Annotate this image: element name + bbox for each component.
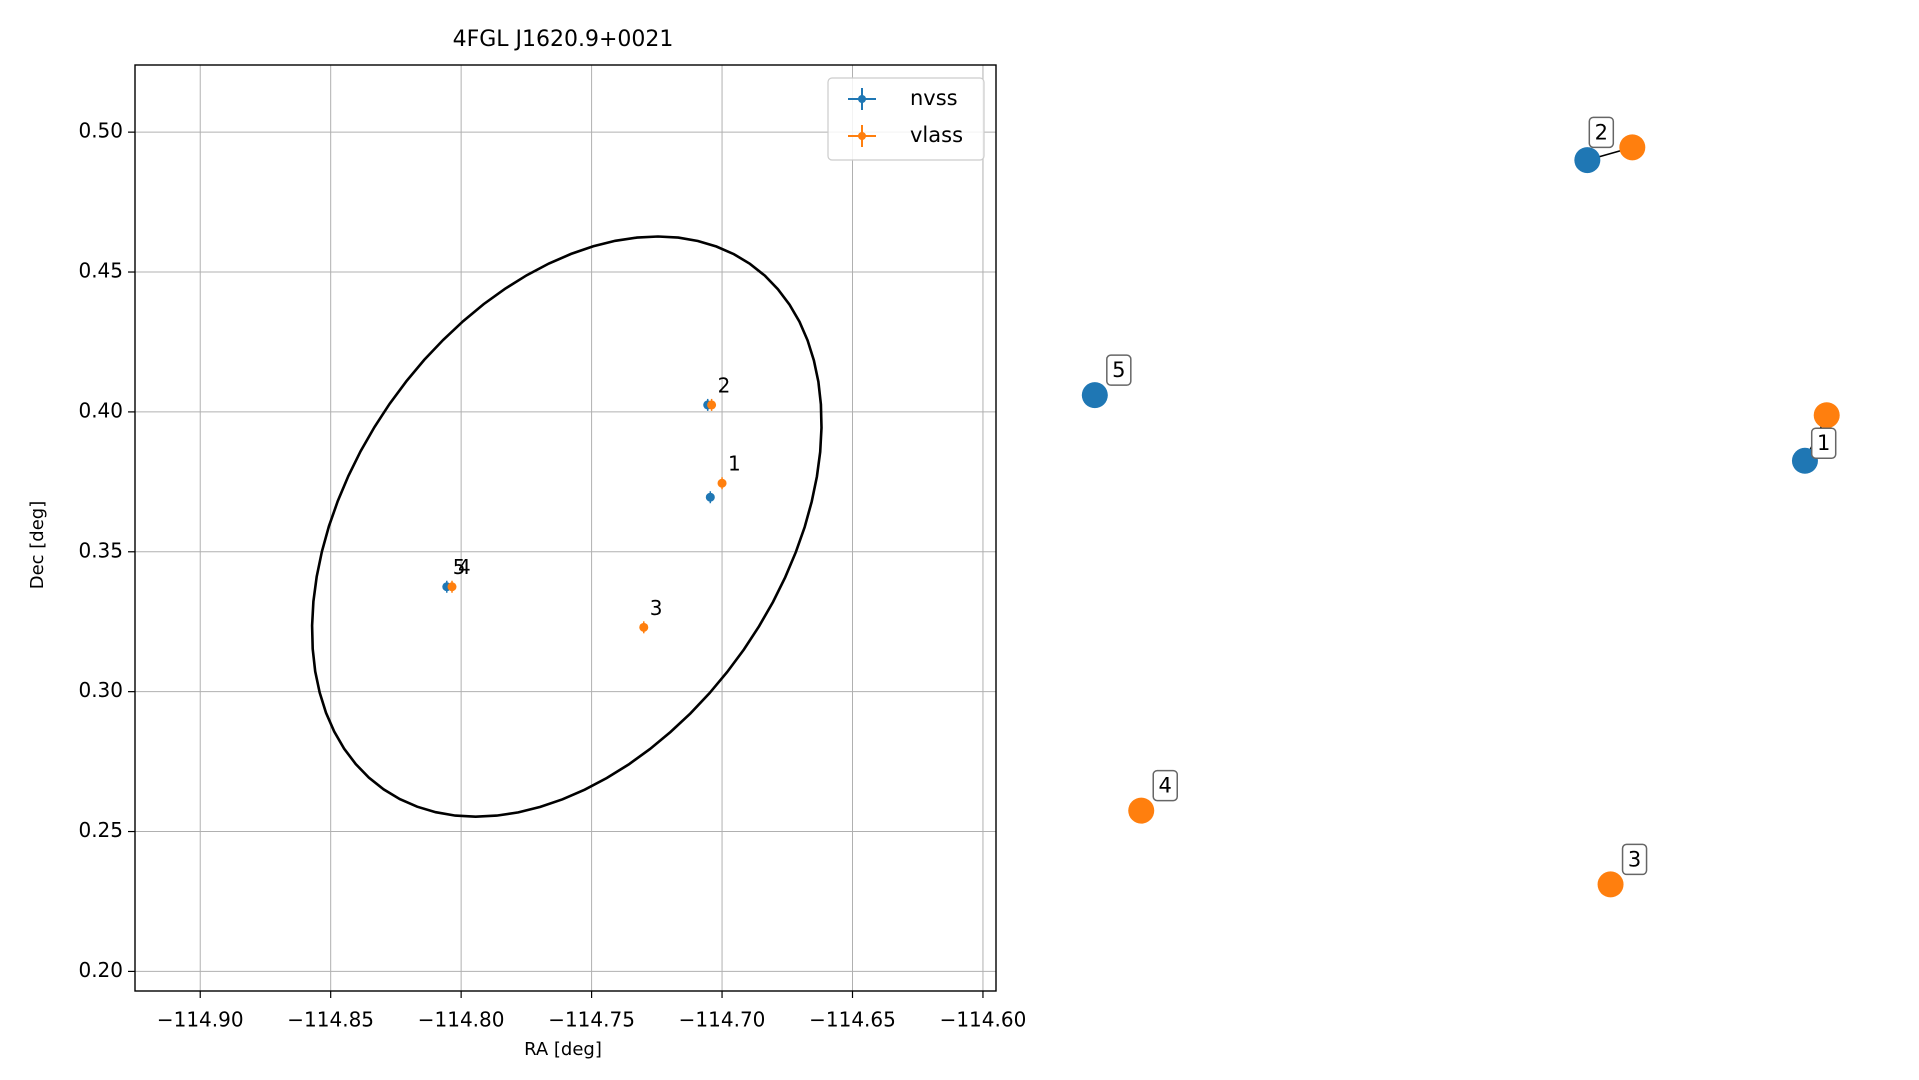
y-tick-label: 0.50: [78, 119, 123, 143]
point-label-box: [1621, 843, 1648, 876]
vlass-marker: [1813, 402, 1840, 429]
vlass-point: [639, 622, 649, 632]
ticks: −114.90 −114.85 −114.80 −114.75 −114.70 −114.…: [78, 119, 1026, 1032]
localization-ellipse: [310, 235, 823, 819]
point-label: 2: [1595, 120, 1608, 144]
vlass-marker: [1619, 134, 1646, 161]
x-tick-label: −114.70: [679, 1008, 766, 1032]
point-label: 2: [718, 373, 731, 397]
x-axis-label: RA [deg]: [524, 1039, 602, 1060]
right-plot: 1 2 3 4 5: [1081, 116, 1840, 898]
point-label: 1: [1817, 431, 1830, 455]
nvss-marker: [1574, 147, 1601, 174]
x-tick-label: −114.85: [287, 1008, 374, 1032]
x-tick-label: −114.60: [940, 1008, 1027, 1032]
right-point-labels: 1 2 3 4 5: [1106, 116, 1837, 876]
x-tick-label: −114.75: [548, 1008, 635, 1032]
y-tick-label: 0.45: [78, 259, 123, 283]
right-points: [1081, 134, 1840, 898]
legend: nvss vlass: [827, 77, 985, 161]
vlass-marker: [1597, 871, 1624, 898]
legend-box: [827, 77, 985, 161]
legend-marker: [858, 95, 866, 103]
x-tick-label: −114.65: [809, 1008, 896, 1032]
y-tick-label: 0.35: [78, 538, 123, 562]
nvss-marker: [1081, 382, 1108, 409]
chart-title: 4FGL J1620.9+0021: [453, 27, 674, 52]
y-tick-label: 0.30: [78, 678, 123, 702]
point-label-box: [1588, 116, 1615, 149]
axes-frame: [134, 64, 997, 992]
y-axis-label: Dec [deg]: [27, 501, 48, 590]
left-point-labels: 1 2 3 45: [453, 373, 741, 619]
x-tick-label: −114.90: [157, 1008, 244, 1032]
vlass-marker: [1128, 797, 1155, 824]
left-plot: 1 2 3 45 −114.90 −114.85 −114.80 −114.75 −114.7…: [27, 27, 1026, 1060]
vlass-point: [707, 400, 717, 410]
point-label: 3: [1628, 847, 1641, 871]
vlass-point: [447, 582, 457, 592]
plot-frame: [134, 64, 997, 992]
point-label: 1: [728, 452, 741, 476]
point-label-box: [1106, 354, 1132, 386]
localization-ellipse-group: [310, 235, 823, 819]
point-label-box: [1152, 769, 1178, 802]
point-label: 5: [1112, 358, 1125, 382]
x-tick-label: −114.80: [418, 1008, 505, 1032]
y-tick-label: 0.25: [78, 818, 123, 842]
vlass-point: [717, 478, 727, 488]
y-tick-label: 0.40: [78, 398, 123, 422]
grid: [135, 65, 996, 991]
point-label: 4: [1159, 774, 1172, 798]
y-tick-label: 0.20: [78, 958, 123, 982]
match-links: [1587, 146, 1828, 462]
point-label: 4: [458, 555, 471, 579]
point-label: 5: [453, 555, 466, 579]
legend-label: nvss: [910, 86, 958, 110]
left-points: [442, 398, 727, 634]
point-label: 3: [650, 596, 663, 620]
nvss-point: [705, 492, 715, 502]
legend-label: vlass: [910, 123, 963, 147]
point-label-box: [1810, 427, 1837, 459]
legend-marker: [858, 132, 866, 140]
